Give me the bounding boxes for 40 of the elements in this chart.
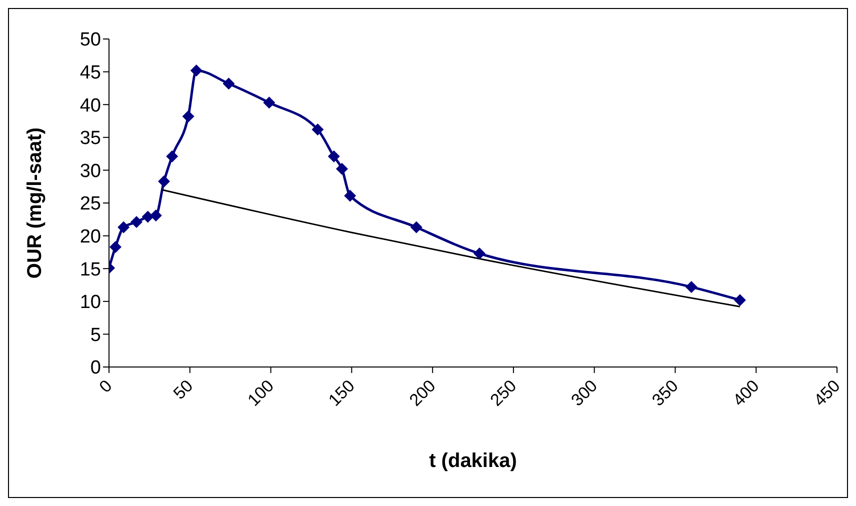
point [130,216,142,228]
point [473,248,486,260]
point [190,64,202,76]
x-tick-label: 300 [568,376,602,410]
x-axis-title: t (dakika) [429,450,517,472]
x-tick-label: 450 [810,376,844,410]
x-tick-label: 100 [244,376,278,410]
point [150,209,162,222]
y-tick-label: 25 [80,194,101,215]
y-tick-label: 40 [80,95,101,116]
point [312,124,324,136]
point [263,96,276,109]
point [410,221,422,234]
y-tick-label: 5 [90,324,101,346]
x-tick-label: 200 [406,376,440,410]
x-tick-label: 250 [486,376,520,410]
point [685,280,698,293]
y-tick-label: 15 [80,259,101,280]
y-tick-label: 35 [80,128,101,150]
y-tick-label: 45 [80,62,101,84]
y-axis-title: OUR (mg/l-saat) [24,127,46,279]
point [328,150,340,162]
y-tick-label: 30 [80,160,101,182]
point [336,162,348,175]
point [158,175,170,188]
y-tick-label: 50 [80,30,101,51]
point [182,110,194,122]
x-tick-label: 50 [170,376,197,404]
point [344,190,356,202]
x-tick-label: 400 [729,376,763,410]
point [222,78,235,90]
point [166,150,178,162]
point [118,221,130,234]
y-tick-label: 10 [80,292,101,314]
x-tick-label: 350 [648,376,682,410]
point [109,240,122,253]
y-tick-label: 20 [80,226,101,248]
y-tick-label: 0 [90,358,101,379]
x-tick-label: 150 [324,376,358,410]
point [734,294,746,306]
